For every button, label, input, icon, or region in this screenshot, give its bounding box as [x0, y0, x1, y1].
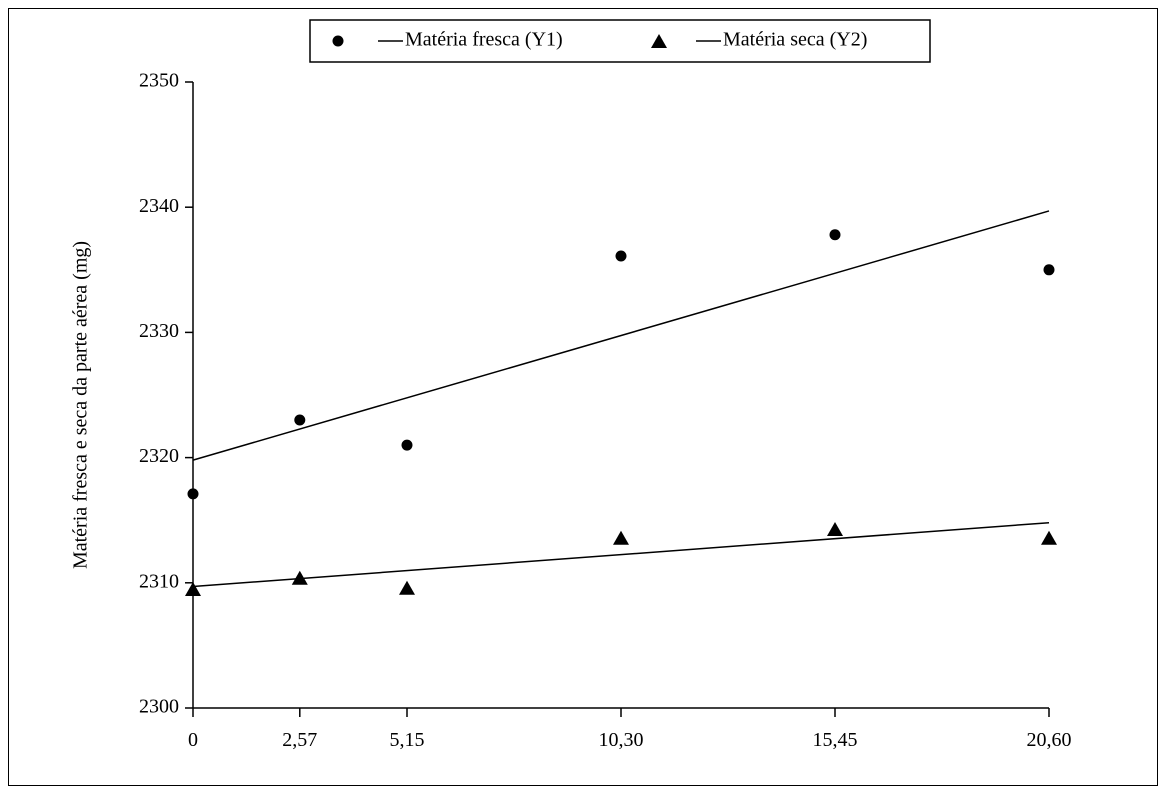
point-y2: [1041, 530, 1057, 545]
point-y1: [615, 250, 627, 262]
x-tick-label: 20,60: [1027, 729, 1072, 751]
point-y1: [401, 439, 413, 451]
x-tick-label: 0: [188, 729, 198, 751]
point-y1: [829, 229, 841, 241]
y-tick-label: 2340: [139, 195, 179, 217]
y-axis-label: Matéria fresca e seca da parte aérea (mg…: [70, 241, 92, 569]
axes: [192, 82, 1049, 709]
legend-box: [309, 19, 931, 63]
fit-line-y2: [192, 521, 1050, 588]
x-tick-label: 2,57: [282, 729, 317, 751]
y-tick-label: 2300: [139, 696, 179, 718]
legend-marker-y1: [332, 35, 344, 47]
legend-label: Matéria fresca (Y1): [405, 29, 563, 51]
point-y2: [613, 530, 629, 545]
y-axis-ticks: 2300 2310 2320 2330 2340 2350: [139, 70, 193, 718]
point-y2: [291, 570, 308, 585]
y-tick-label: 2350: [139, 70, 179, 92]
legend-marker-y2: [651, 34, 667, 48]
point-y1: [1043, 264, 1055, 276]
x-axis-ticks: 0 2,57 5,15 10,30 15,45 20,60: [188, 708, 1072, 751]
y-tick-label: 2310: [139, 570, 179, 592]
data-points: [185, 229, 1057, 597]
point-y2: [185, 582, 201, 597]
legend-label: Matéria seca (Y2): [723, 29, 867, 51]
chart-frame: [8, 8, 1158, 786]
y-tick-label: 2320: [139, 445, 179, 467]
legend: Matéria fresca (Y1) Matéria seca (Y2): [309, 19, 931, 63]
point-y1: [187, 488, 199, 500]
fit-line-y1: [192, 210, 1050, 461]
y-tick-label: 2330: [139, 320, 179, 342]
point-y1: [294, 414, 306, 426]
point-y2: [827, 521, 843, 536]
x-tick-label: 10,30: [599, 729, 644, 751]
fit-lines: [192, 210, 1050, 588]
x-tick-label: 5,15: [390, 729, 425, 751]
x-tick-label: 15,45: [813, 729, 858, 751]
point-y2: [399, 580, 415, 595]
